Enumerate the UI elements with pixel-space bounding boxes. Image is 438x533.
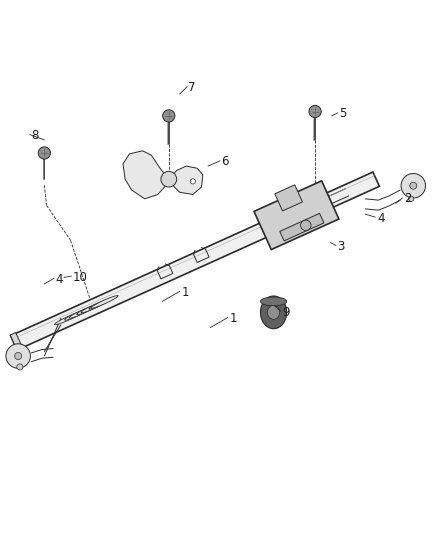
Ellipse shape	[65, 311, 84, 320]
Text: 2: 2	[405, 192, 412, 205]
Circle shape	[401, 174, 426, 198]
Text: 1: 1	[182, 286, 189, 299]
Polygon shape	[169, 166, 203, 195]
Ellipse shape	[77, 305, 96, 314]
Circle shape	[409, 196, 414, 201]
Circle shape	[190, 179, 195, 184]
Circle shape	[300, 220, 311, 231]
Text: 7: 7	[188, 81, 196, 94]
Circle shape	[14, 352, 21, 359]
Circle shape	[162, 110, 175, 122]
Polygon shape	[275, 185, 303, 211]
Text: 4: 4	[377, 212, 385, 225]
Text: 9: 9	[283, 306, 290, 319]
Ellipse shape	[261, 297, 287, 306]
Ellipse shape	[89, 300, 108, 309]
Circle shape	[17, 364, 23, 370]
Circle shape	[309, 106, 321, 118]
Polygon shape	[280, 213, 324, 241]
Text: 3: 3	[337, 240, 344, 253]
Ellipse shape	[81, 302, 103, 313]
Circle shape	[38, 147, 50, 159]
Ellipse shape	[261, 296, 287, 329]
Polygon shape	[11, 172, 379, 350]
Text: 1: 1	[230, 312, 237, 325]
Polygon shape	[10, 333, 23, 351]
Text: 8: 8	[31, 129, 39, 142]
Circle shape	[6, 344, 30, 368]
Circle shape	[410, 182, 417, 189]
Ellipse shape	[91, 296, 118, 309]
Text: 4: 4	[55, 273, 63, 286]
Polygon shape	[254, 181, 339, 249]
Ellipse shape	[54, 312, 82, 325]
Circle shape	[161, 171, 177, 187]
Ellipse shape	[268, 305, 280, 319]
Ellipse shape	[69, 308, 92, 318]
Polygon shape	[123, 151, 169, 199]
Text: 5: 5	[339, 107, 346, 120]
Text: 6: 6	[221, 155, 229, 168]
Text: 10: 10	[73, 271, 88, 284]
